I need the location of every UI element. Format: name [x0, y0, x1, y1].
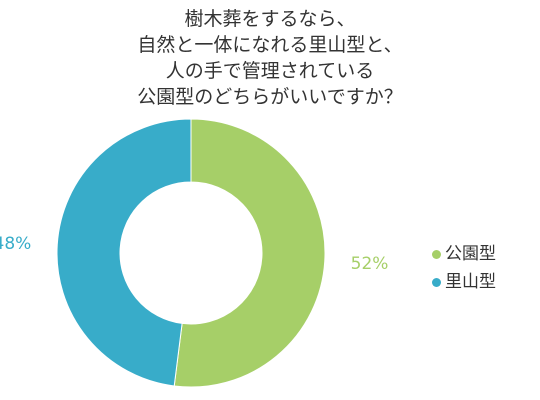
- legend-swatch-satoyama: [432, 277, 441, 287]
- chart-title-line-1: 樹木葬をするなら、: [184, 8, 356, 30]
- legend-item-park[interactable]: 公園型: [432, 240, 496, 268]
- slice-satoyama[interactable]: [56, 118, 192, 387]
- legend-label-park: 公園型: [445, 244, 496, 264]
- chart-title: 樹木葬をするなら、 自然と一体になれる里山型と、 人の手で管理されている 公園型…: [0, 6, 540, 110]
- value-label-satoyama: 48%: [0, 234, 31, 254]
- legend-swatch-park: [432, 249, 441, 259]
- chart-title-line-2: 自然と一体になれる里山型と、: [137, 34, 403, 56]
- donut-value-labels: 52% 48%: [0, 234, 388, 274]
- chart-title-line-4: 公園型のどちらがいいですか？: [137, 86, 403, 108]
- chart-title-line-3: 人の手で管理されている: [165, 60, 375, 82]
- value-label-park: 52%: [351, 254, 389, 274]
- donut-slices: [56, 118, 326, 388]
- legend-label-satoyama: 里山型: [445, 272, 496, 292]
- legend: 公園型 里山型: [432, 240, 496, 296]
- legend-item-satoyama[interactable]: 里山型: [432, 268, 496, 296]
- slice-park[interactable]: [173, 118, 326, 388]
